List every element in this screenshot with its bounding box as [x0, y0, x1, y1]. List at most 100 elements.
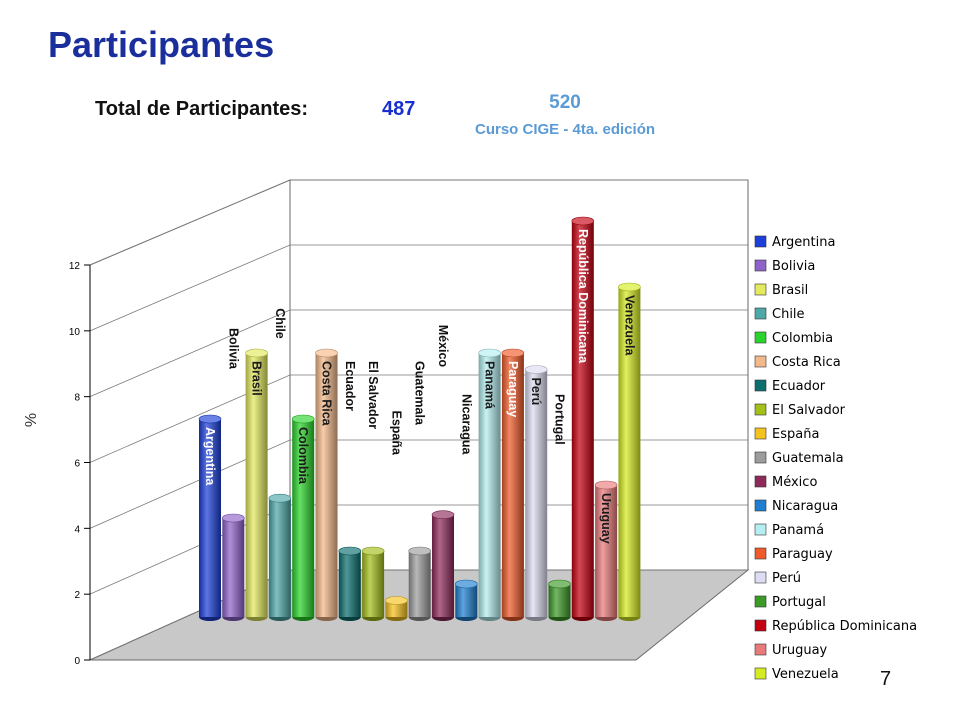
bar-body	[478, 353, 501, 617]
bar-label: República Dominicana	[576, 229, 590, 364]
legend-label: Venezuela	[772, 667, 839, 682]
bar-body	[571, 221, 594, 617]
bar-top	[618, 282, 641, 292]
y-tick-label: 0	[74, 656, 80, 667]
legend-swatch	[754, 427, 767, 440]
bar-label: Ecuador	[343, 361, 357, 411]
legend-item: Colombia	[754, 331, 833, 346]
bar-top	[548, 579, 571, 589]
legend-item: Venezuela	[754, 667, 839, 682]
legend-item: Chile	[754, 307, 805, 322]
bar-body	[315, 353, 338, 617]
legend-swatch	[754, 451, 767, 464]
bar-top	[571, 216, 595, 226]
bar-body	[501, 353, 524, 617]
bar-label: Guatemala	[413, 361, 427, 426]
bar-body	[595, 485, 618, 617]
bar-top	[431, 510, 455, 520]
bar-top	[501, 348, 525, 358]
legend-label: República Dominicana	[772, 619, 917, 634]
bar-label: Bolivia	[226, 328, 240, 370]
bar-guatemala: Guatemala	[408, 361, 432, 621]
bar-m-xico: México	[431, 325, 455, 621]
gridline	[89, 309, 748, 398]
bar-label: Panamá	[483, 361, 497, 409]
legend-item: Uruguay	[754, 643, 828, 658]
bar-el-salvador: El Salvador	[361, 361, 385, 621]
bar-top	[222, 513, 245, 523]
legend-item: Nicaragua	[754, 499, 838, 514]
bar-rep-blica-dominicana: República Dominicana	[571, 216, 595, 621]
bar-label: Colombia	[296, 427, 310, 485]
legend-label: Colombia	[772, 331, 833, 346]
bar-colombia: Colombia	[291, 414, 315, 621]
total-participants-label: Total de Participantes:	[95, 98, 309, 120]
bar-costa-rica: Costa Rica	[315, 348, 338, 621]
bar-body	[548, 584, 571, 617]
legend-label: España	[772, 427, 819, 442]
bar-top	[454, 579, 478, 589]
bar-body	[338, 551, 361, 617]
bar-label: Nicaragua	[459, 394, 473, 455]
bar-brasil: Brasil	[245, 348, 268, 621]
bar-body	[292, 419, 315, 617]
legend-swatch	[754, 571, 767, 584]
legend-swatch	[754, 547, 767, 560]
legend-item: Panamá	[754, 523, 824, 538]
y-tick-label: 4	[74, 524, 80, 535]
bar-label: México	[436, 325, 450, 368]
legend-label: Nicaragua	[772, 499, 838, 514]
bar-body	[525, 369, 548, 617]
legend-item: Ecuador	[754, 379, 826, 394]
legend-swatch	[754, 667, 767, 680]
total-participants-value: 487	[382, 98, 416, 120]
legend-item: España	[754, 427, 819, 442]
bar-body	[618, 287, 641, 617]
legend-swatch	[754, 595, 767, 608]
legend-label: Paraguay	[772, 547, 833, 562]
legend-swatch	[754, 523, 767, 536]
bar-label: Brasil	[250, 361, 264, 396]
legend-swatch	[754, 235, 767, 248]
y-tick-label: 10	[69, 327, 81, 338]
bar-argentina: Argentina	[198, 414, 222, 621]
legend-item: Paraguay	[754, 547, 833, 562]
gridline	[89, 179, 748, 266]
legend-swatch	[754, 331, 767, 344]
legend-item: Argentina	[754, 235, 835, 250]
bar-body	[455, 584, 478, 617]
legend-item: Bolivia	[754, 259, 815, 274]
legend-swatch	[754, 259, 767, 272]
legend-swatch	[754, 379, 767, 392]
bar-top	[524, 365, 548, 374]
bar-label: Argentina	[203, 427, 217, 486]
bar-body	[222, 518, 245, 617]
bar-label: Perú	[529, 378, 543, 406]
page-title: Participantes	[48, 24, 275, 65]
gridline	[89, 374, 748, 463]
bar-ecuador: Ecuador	[338, 361, 362, 621]
bar-top	[291, 414, 315, 424]
bar-body	[199, 419, 221, 617]
bar-label: Chile	[273, 308, 287, 339]
bars: Argentina Bolivia Brasil Chile Colombia Costa…	[198, 216, 641, 621]
bar-body	[432, 514, 454, 617]
bar-body	[245, 353, 268, 617]
bar-portugal: Portugal	[548, 394, 571, 621]
bar-venezuela: Venezuela	[618, 282, 641, 621]
y-axis: 0 2 4 6 8 10 12	[69, 261, 91, 667]
legend-label: Panamá	[772, 523, 824, 538]
bar-nicaragua: Nicaragua	[454, 394, 478, 621]
y-tick-label: 2	[74, 590, 80, 601]
legend-label: Chile	[772, 307, 805, 322]
legend-label: Bolivia	[772, 259, 815, 274]
legend-label: Ecuador	[772, 379, 826, 394]
course-participant-count: 520	[549, 92, 581, 113]
legend-label: Portugal	[772, 595, 826, 610]
bar-panam-: Panamá	[478, 348, 501, 621]
legend-item: Costa Rica	[754, 355, 841, 370]
bar-top	[338, 546, 362, 556]
y-tick-label: 8	[74, 393, 80, 404]
bar-label: Portugal	[553, 394, 567, 445]
bar-top	[361, 546, 385, 556]
